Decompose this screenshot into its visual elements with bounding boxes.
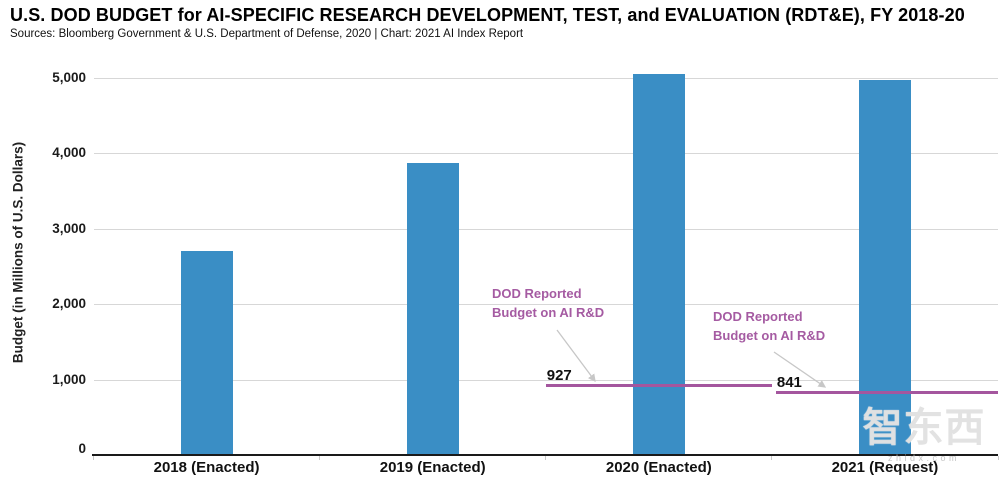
y-axis-tick-label: 0 (78, 441, 86, 456)
bar-2020-enacted- (632, 74, 685, 455)
watermark: 智东西 zhidx.com (858, 404, 990, 463)
x-axis-line (92, 454, 998, 456)
y-axis-tick-label: 4,000 (52, 145, 86, 161)
annotation-label-line: Budget on AI R&D (713, 328, 826, 343)
x-axis-tick-mark (545, 456, 547, 460)
gridline-5000 (93, 78, 998, 79)
annotation-label-line: DOD Reported (713, 309, 803, 324)
bar-2018-enacted- (180, 251, 233, 455)
gridline-2000 (93, 304, 998, 306)
x-axis-tick-mark (997, 456, 999, 460)
x-axis-tick-mark (771, 456, 773, 460)
annotation-label: DOD Reported Budget on AI R&D (492, 284, 604, 322)
x-axis-category-label: 2019 (Enacted) (379, 459, 486, 476)
x-axis-category-label: 2018 (Enacted) (153, 459, 260, 476)
gridline-1000 (93, 379, 998, 381)
annotation-label: DOD Reported Budget on AI R&D (713, 307, 825, 345)
bar-2019-enacted- (406, 163, 459, 455)
gridline-4000 (93, 153, 998, 155)
x-axis-category-label: 2021 (Request) (831, 459, 939, 476)
y-axis-tick-label: 3,000 (52, 220, 86, 236)
x-axis-tick-mark (319, 456, 321, 460)
reported-budget-value: 841 (776, 373, 802, 391)
chart-source-caption: Sources: Bloomberg Government & U.S. Dep… (10, 28, 524, 40)
leader-line-927 (556, 329, 596, 383)
x-axis-tick-mark (93, 456, 94, 460)
annotation-label-line: Budget on AI R&D (492, 305, 605, 320)
leader-line-841 (773, 351, 827, 388)
zhidx-site-text: zhidx.com (887, 453, 960, 463)
x-axis-category-label: 2020 (Enacted) (605, 459, 712, 476)
reported-budget-line-841 (775, 390, 998, 394)
gridline-3000 (93, 228, 998, 230)
zhidx-logo: 智东西 (862, 406, 986, 450)
reported-budget-line-927 (545, 384, 772, 388)
y-axis-tick-label: 5,000 (52, 70, 86, 85)
annotation-label-line: DOD Reported (492, 286, 582, 301)
page-title: U.S. DOD BUDGET for AI-SPECIFIC RESEARCH… (10, 5, 965, 25)
y-axis-tick-label: 1,000 (52, 371, 86, 387)
reported-budget-value: 927 (546, 367, 572, 385)
y-axis-tick-label: 2,000 (52, 296, 86, 312)
